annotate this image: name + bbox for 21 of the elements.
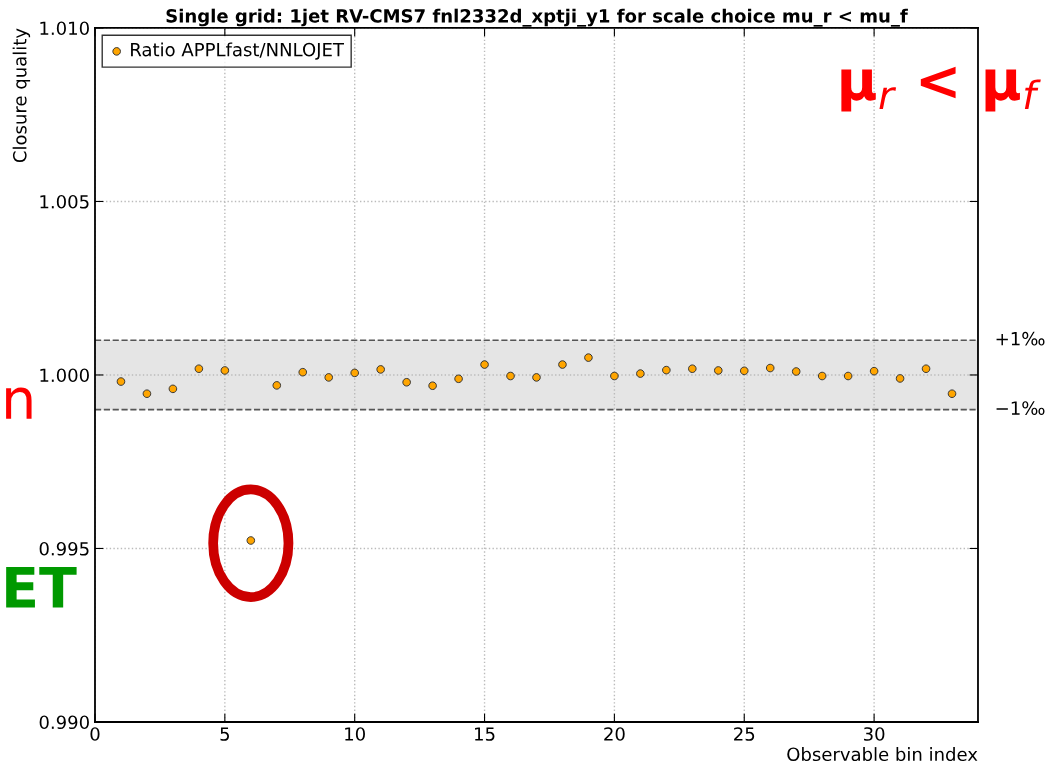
x-axis-title: Observable bin index xyxy=(787,747,978,762)
ref-line-label: −1‰ xyxy=(996,401,1045,415)
x-tick-label: 0 xyxy=(90,727,100,741)
legend-label: Ratio APPLfast/NNLOJET xyxy=(131,42,344,60)
x-tick-label: 10 xyxy=(345,727,365,741)
text: n xyxy=(6,387,32,419)
x-tick-label: 5 xyxy=(220,727,230,741)
y-tick-label: 0.990 xyxy=(39,715,89,730)
x-tick-label: 25 xyxy=(734,727,755,741)
y-tick-label: 0.995 xyxy=(39,541,89,556)
x-tick-label: 30 xyxy=(863,727,885,741)
annotation: μ$_{r}$ < μ$_{f}$ xyxy=(841,66,1041,112)
y-axis-title: Closure quality xyxy=(12,28,31,163)
y-tick-label: 1.005 xyxy=(40,194,89,209)
ref-line-label: +1‰ xyxy=(996,331,1045,346)
y-tick-label: 1.010 xyxy=(40,21,89,36)
y-tick-label: 1.000 xyxy=(40,368,89,383)
x-tick-label: 20 xyxy=(604,727,625,741)
text: ET xyxy=(6,566,77,608)
x-tick-label: 15 xyxy=(475,727,495,741)
chart-title: Single grid: 1jet RV-CMS7 fnl2332d_xptji_y1 for scale choice mu_r < mu_f xyxy=(166,8,908,27)
